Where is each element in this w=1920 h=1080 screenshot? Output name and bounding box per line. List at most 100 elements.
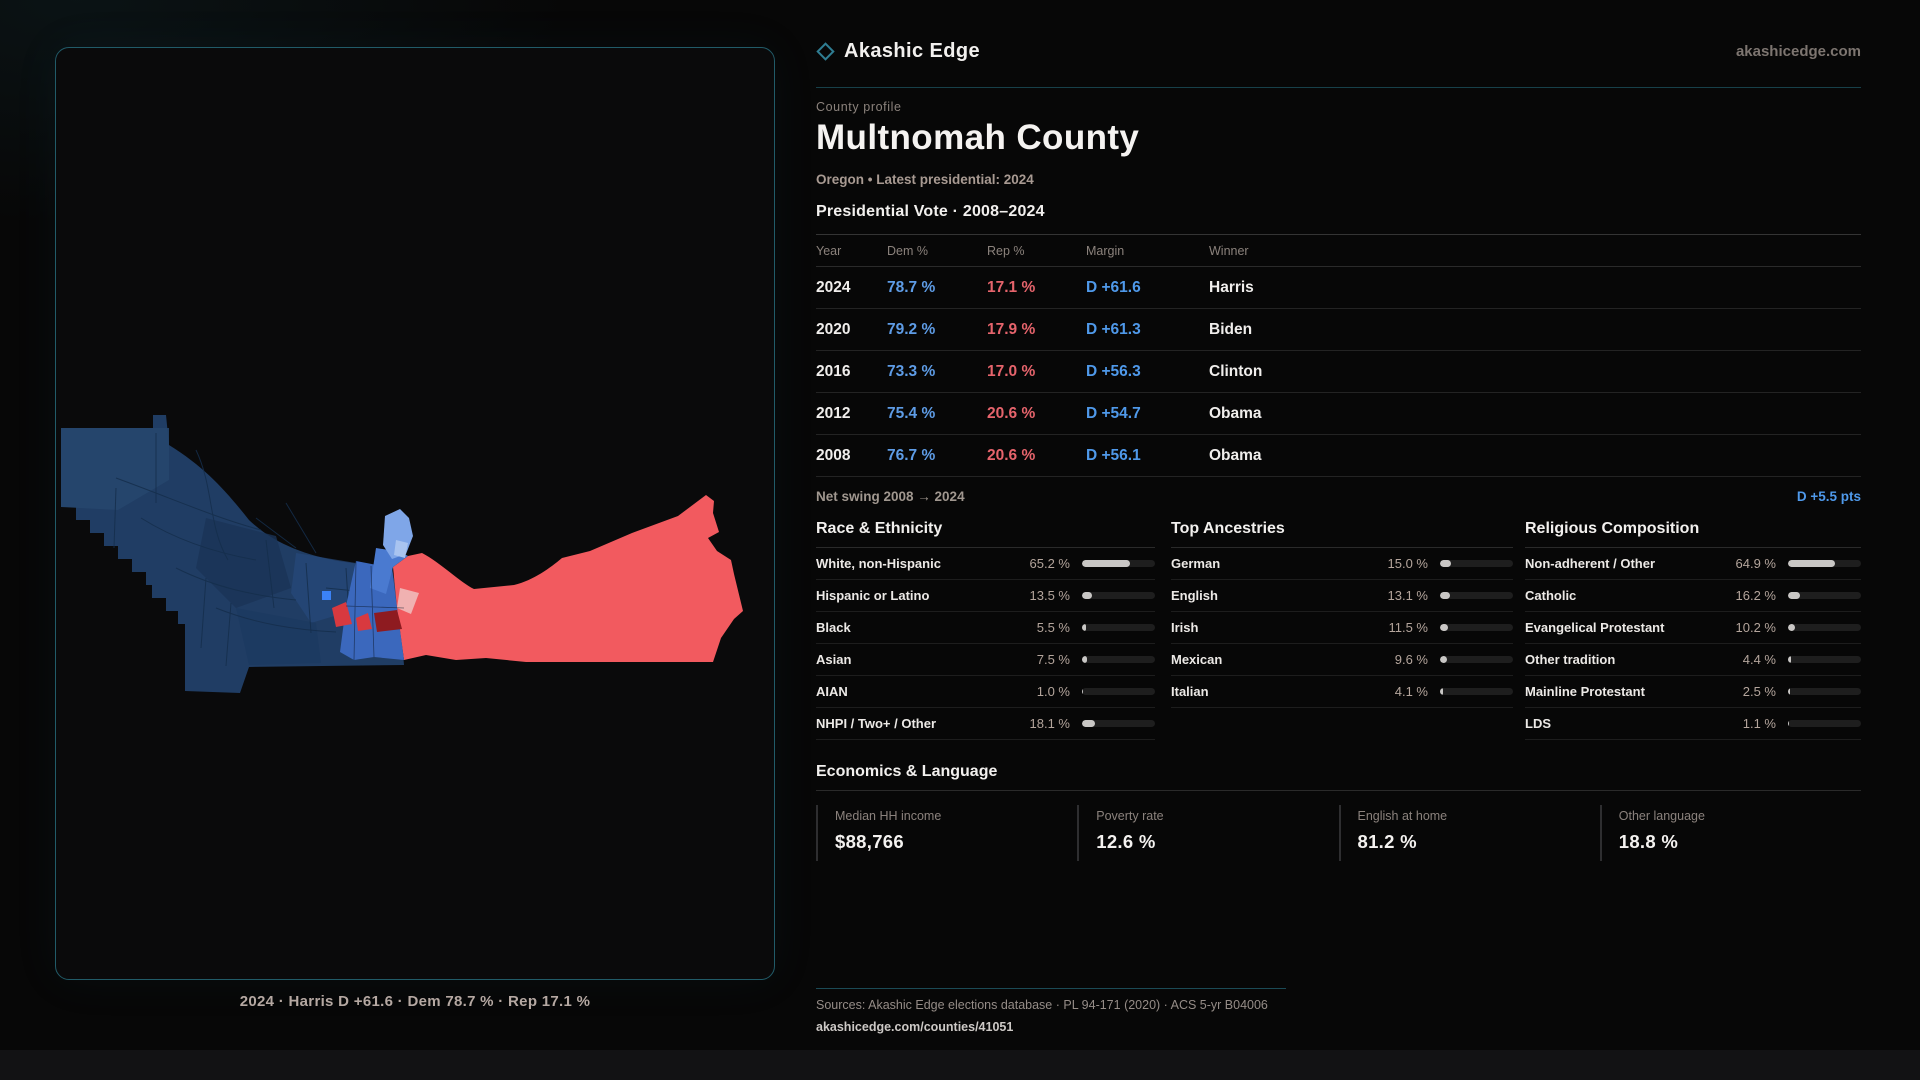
precinct-map[interactable] — [56, 48, 775, 980]
demo-bar — [1082, 560, 1155, 567]
list-item[interactable]: Mexican 9.6 % — [1171, 644, 1513, 676]
cell-year: 2020 — [816, 320, 851, 338]
stat-value: 18.8 % — [1618, 831, 1679, 852]
demo-value: 1.1 % — [1742, 716, 1776, 731]
county-map-panel[interactable] — [55, 47, 775, 980]
demo-bar-fill — [1440, 688, 1443, 695]
demo-label: Evangelical Protestant — [1525, 620, 1665, 635]
demo-label: AIAN — [816, 684, 848, 699]
cell-year: 2012 — [816, 404, 851, 422]
list-item[interactable]: Evangelical Protestant 10.2 % — [1525, 612, 1861, 644]
table-row[interactable]: 2012 75.4 % 20.6 % D +54.7 Obama — [816, 393, 1861, 435]
demo-label: English — [1171, 588, 1218, 603]
list-item[interactable]: White, non-Hispanic 65.2 % — [816, 548, 1155, 580]
table-row[interactable]: 2020 79.2 % 17.9 % D +61.3 Biden — [816, 309, 1861, 351]
list-item[interactable]: Black 5.5 % — [816, 612, 1155, 644]
bottom-bar — [0, 1050, 1920, 1080]
economics-divider — [816, 790, 1861, 791]
demo-bar — [1788, 592, 1861, 599]
cell-margin: D +56.3 — [1086, 362, 1141, 380]
list-item[interactable]: Other tradition 4.4 % — [1525, 644, 1861, 676]
profile-panel: Akashic Edge akashicedge.com County prof… — [816, 0, 1861, 1080]
map-region-pink — [397, 588, 419, 614]
demo-label: NHPI / Two+ / Other — [816, 716, 937, 731]
section-title: Top Ancestries — [1171, 520, 1513, 548]
demo-bar-fill — [1082, 688, 1083, 695]
demo-value: 10.2 % — [1735, 620, 1776, 635]
stat-value: 12.6 % — [1096, 831, 1156, 852]
stat-label: Poverty rate — [1096, 809, 1164, 823]
demo-bar — [1082, 688, 1155, 695]
demo-bar — [1788, 560, 1861, 567]
list-item[interactable]: AIAN 1.0 % — [816, 676, 1155, 708]
demo-bar-fill — [1082, 720, 1096, 727]
list-item[interactable]: LDS 1.1 % — [1525, 708, 1861, 740]
demo-value: 16.2 % — [1735, 588, 1776, 603]
stat-label: English at home — [1357, 809, 1448, 823]
cell-dem: 78.7 % — [887, 278, 936, 296]
demo-label: Irish — [1171, 620, 1199, 635]
demo-label: Black — [816, 620, 851, 635]
demo-value: 11.5 % — [1388, 620, 1428, 635]
cell-margin: D +56.1 — [1086, 446, 1141, 464]
vote-table-header: Year Dem % Rep % Margin Winner — [816, 234, 1861, 267]
list-item[interactable]: Asian 7.5 % — [816, 644, 1155, 676]
county-permalink[interactable]: akashicedge.com/counties/41051 — [816, 1020, 1014, 1034]
section-religious-composition: Religious Composition Non-adherent / Oth… — [1525, 520, 1861, 740]
list-item[interactable]: German 15.0 % — [1171, 548, 1513, 580]
ancestry-rows: German 15.0 % English 13.1 % Irish 11.5 % Mexi… — [1171, 548, 1513, 708]
list-item[interactable]: Italian 4.1 % — [1171, 676, 1513, 708]
stat-label: Other language — [1618, 809, 1705, 823]
race-rows: White, non-Hispanic 65.2 % Hispanic or Lat… — [816, 548, 1155, 740]
cell-dem: 75.4 % — [887, 404, 936, 422]
demo-label: Asian — [816, 652, 852, 667]
list-item[interactable]: Catholic 16.2 % — [1525, 580, 1861, 612]
list-item[interactable]: Irish 11.5 % — [1171, 612, 1513, 644]
list-item[interactable]: Mainline Protestant 2.5 % — [1525, 676, 1861, 708]
county-subtitle: Oregon • Latest presidential: 2024 — [816, 172, 1034, 187]
col-rep: Rep % — [987, 243, 1025, 258]
table-row[interactable]: 2008 76.7 % 20.6 % D +56.1 Obama — [816, 435, 1861, 477]
demo-value: 9.6 % — [1394, 652, 1428, 667]
economics-title: Economics & Language — [816, 763, 998, 780]
cell-margin: D +54.7 — [1086, 404, 1141, 422]
table-row[interactable]: 2016 73.3 % 17.0 % D +56.3 Clinton — [816, 351, 1861, 393]
demo-bar — [1788, 656, 1861, 663]
demo-bar-fill — [1788, 560, 1836, 567]
cell-rep: 20.6 % — [987, 404, 1036, 422]
demo-label: Hispanic or Latino — [816, 588, 930, 603]
demo-bar — [1788, 720, 1861, 727]
map-region-red-patch — [332, 602, 352, 627]
brand-domain[interactable]: akashicedge.com — [1735, 42, 1861, 60]
cell-rep: 17.9 % — [987, 320, 1036, 338]
table-row[interactable]: 2024 78.7 % 17.1 % D +61.6 Harris — [816, 267, 1861, 309]
demo-label: Italian — [1171, 684, 1209, 699]
stat-card: Median HH income $88,766 — [816, 805, 1077, 861]
demo-value: 1.0 % — [1036, 684, 1070, 699]
cell-winner: Clinton — [1209, 362, 1263, 380]
list-item[interactable]: NHPI / Two+ / Other 18.1 % — [816, 708, 1155, 740]
cell-rep: 17.0 % — [987, 362, 1036, 380]
demo-bar-fill — [1788, 624, 1796, 631]
list-item[interactable]: Hispanic or Latino 13.5 % — [816, 580, 1155, 612]
col-margin: Margin — [1086, 243, 1125, 258]
demo-value: 65.2 % — [1029, 556, 1070, 571]
stat-card: Poverty rate 12.6 % — [1077, 805, 1338, 861]
demo-bar-fill — [1788, 720, 1789, 727]
cell-year: 2008 — [816, 446, 851, 464]
section-top-ancestries: Top Ancestries German 15.0 % English 13.1 %… — [1171, 520, 1513, 708]
demo-label: German — [1171, 556, 1221, 571]
map-region-east-rep — [393, 495, 743, 662]
demo-bar — [1082, 720, 1155, 727]
brand-diamond-icon — [816, 41, 835, 61]
demo-bar — [1440, 560, 1513, 567]
demo-bar-fill — [1788, 688, 1790, 695]
demo-bar-fill — [1788, 592, 1800, 599]
cell-winner: Obama — [1209, 404, 1262, 422]
section-title: Religious Composition — [1525, 520, 1861, 548]
list-item[interactable]: English 13.1 % — [1171, 580, 1513, 612]
demo-bar — [1082, 656, 1155, 663]
eyebrow-label: County profile — [816, 100, 902, 114]
list-item[interactable]: Non-adherent / Other 64.9 % — [1525, 548, 1861, 580]
